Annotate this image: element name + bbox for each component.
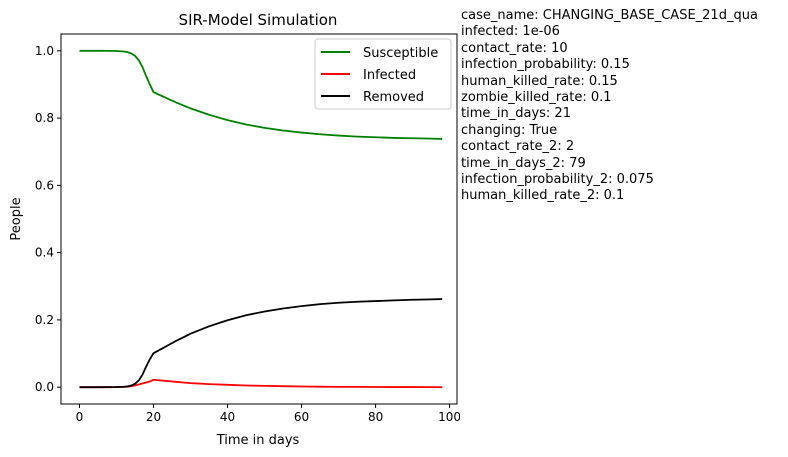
chart-title: SIR-Model Simulation xyxy=(179,11,338,29)
parameter-line: zombie_killed_rate: 0.1 xyxy=(461,90,612,106)
x-tick-label: 40 xyxy=(220,410,235,424)
y-tick-label: 1.0 xyxy=(35,44,54,58)
parameter-line: case_name: CHANGING_BASE_CASE_21d_qua xyxy=(461,8,758,23)
parameter-line: changing: True xyxy=(461,122,558,138)
y-tick-label: 0.0 xyxy=(35,380,54,394)
legend-box xyxy=(314,38,452,110)
legend: Susceptible Infected Removed xyxy=(314,38,452,110)
parameter-line: infection_probability: 0.15 xyxy=(461,57,630,73)
y-axis: 0.0 0.2 0.4 0.6 0.8 1.0 xyxy=(35,44,61,394)
parameter-line: infected: 1e-06 xyxy=(461,24,560,40)
y-tick-label: 0.4 xyxy=(35,246,54,260)
series-line-removed xyxy=(79,298,443,389)
legend-label-removed: Removed xyxy=(363,90,424,105)
parameter-line: time_in_days_2: 79 xyxy=(461,155,586,171)
y-axis-label: People xyxy=(9,197,24,240)
axes-frame xyxy=(60,33,458,405)
parameter-line: contact_rate: 10 xyxy=(461,40,568,56)
y-tick-label: 0.6 xyxy=(35,178,54,192)
y-tick-label: 0.2 xyxy=(35,313,54,327)
x-tick-label: 80 xyxy=(368,410,383,424)
legend-label-susceptible: Susceptible xyxy=(363,46,438,61)
x-tick-label: 60 xyxy=(294,410,309,424)
parameter-line: infection_probability_2: 0.075 xyxy=(461,172,654,188)
x-tick-label: 0 xyxy=(76,410,84,424)
x-tick-label: 20 xyxy=(146,410,161,424)
parameter-line: human_killed_rate: 0.15 xyxy=(461,73,618,89)
series-line-susceptible xyxy=(79,49,443,140)
parameter-line: time_in_days: 21 xyxy=(461,106,571,122)
legend-label-infected: Infected xyxy=(363,68,416,83)
sir-chart: SIR-Model Simulation 0 20 40 60 80 100 0.0 0.2… xyxy=(9,11,460,448)
x-tick-label: 100 xyxy=(438,410,460,424)
x-axis-label: Time in days xyxy=(216,433,300,448)
parameter-line: human_killed_rate_2: 0.1 xyxy=(461,188,625,204)
simulation-parameters: case_name: CHANGING_BASE_CASE_21d_qua inf… xyxy=(461,8,758,205)
plot-area xyxy=(79,49,443,389)
x-axis: 0 20 40 60 80 100 xyxy=(76,404,460,424)
y-tick-label: 0.8 xyxy=(35,111,54,125)
parameter-line: contact_rate_2: 2 xyxy=(461,139,575,155)
